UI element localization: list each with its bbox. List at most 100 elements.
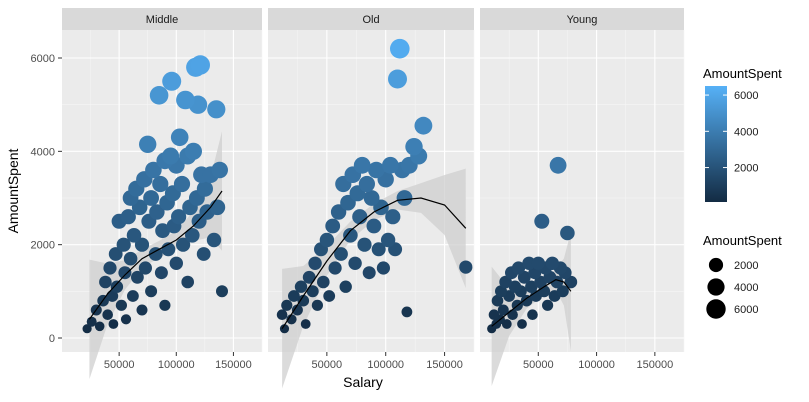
data-point: [184, 142, 202, 160]
data-point: [357, 237, 372, 252]
data-point: [366, 218, 382, 234]
y-tick-label: 4000: [31, 146, 55, 158]
y-tick-label: 6000: [31, 53, 55, 65]
x-tick-label: 150000: [215, 359, 252, 371]
data-point: [118, 266, 132, 280]
data-point: [382, 156, 399, 174]
data-point: [491, 294, 504, 307]
points-middle: [82, 55, 228, 334]
data-point: [300, 319, 311, 329]
points-old: [276, 38, 473, 334]
data-point: [86, 316, 97, 327]
x-tick-label: 150000: [426, 359, 463, 371]
data-point: [106, 290, 119, 302]
data-point: [162, 71, 182, 91]
data-point: [108, 247, 123, 261]
data-point: [495, 285, 507, 298]
data-point: [362, 266, 376, 280]
x-tick-label: 50000: [312, 359, 343, 371]
data-point: [405, 138, 423, 156]
data-point: [281, 299, 293, 311]
x-axis-title: Salary: [343, 374, 383, 390]
data-point: [116, 237, 131, 252]
data-point: [206, 232, 222, 248]
data-point: [371, 242, 386, 257]
data-point: [297, 294, 310, 307]
data-point: [120, 209, 136, 225]
data-point: [317, 275, 330, 289]
data-point: [154, 266, 168, 280]
data-point: [319, 232, 335, 248]
data-point: [499, 275, 512, 289]
data-point: [308, 256, 322, 270]
data-point: [534, 213, 550, 229]
size-legend-label: 4000: [734, 282, 758, 294]
color-legend: AmountSpent 2000 4000 6000: [703, 66, 782, 202]
y-axis-title: AmountSpent: [5, 148, 21, 233]
data-point: [527, 309, 538, 321]
facet-panel-young: Young: [480, 8, 685, 387]
data-point: [181, 275, 194, 289]
data-point: [376, 261, 390, 275]
data-point: [123, 251, 138, 266]
data-point: [136, 304, 148, 316]
data-point: [162, 147, 180, 165]
data-point: [531, 256, 545, 270]
data-point: [209, 199, 226, 216]
size-legend-key: [706, 299, 726, 319]
data-point: [169, 256, 183, 270]
size-legend-keys: 2000 4000 6000: [706, 257, 758, 319]
data-point: [564, 275, 578, 289]
data-point: [134, 237, 150, 252]
data-point: [522, 256, 536, 270]
data-point: [126, 228, 142, 243]
data-point: [323, 290, 336, 302]
x-tick-label: 100000: [367, 359, 404, 371]
facet-strip-young: [480, 8, 684, 30]
data-point: [110, 280, 124, 293]
size-legend-title: AmountSpent: [703, 233, 782, 248]
data-point: [99, 275, 112, 289]
data-point: [459, 260, 473, 274]
data-point: [353, 156, 371, 174]
data-point: [549, 156, 567, 174]
data-point: [103, 261, 117, 275]
smooth-line-middle: [88, 190, 223, 320]
data-point: [190, 55, 210, 75]
facet-panel-middle: Middle: [62, 8, 263, 380]
data-point: [388, 69, 407, 89]
data-point: [517, 319, 527, 329]
size-legend-key: [707, 278, 725, 296]
data-point: [343, 228, 358, 243]
data-point: [385, 209, 401, 225]
size-legend-label: 6000: [734, 304, 758, 316]
x-tick-label: 50000: [523, 359, 554, 371]
data-point: [176, 237, 191, 252]
data-point: [216, 285, 228, 298]
data-point: [145, 285, 158, 298]
data-point: [294, 280, 308, 293]
data-point: [380, 232, 396, 248]
data-point: [276, 309, 288, 321]
data-point: [545, 256, 559, 270]
data-point: [368, 161, 385, 179]
x-tick-label: 100000: [158, 359, 195, 371]
data-point: [145, 161, 162, 179]
data-point: [279, 324, 290, 334]
facet-strip-label-old: Old: [362, 14, 379, 26]
data-point: [497, 304, 509, 316]
y-tick-label: 2000: [31, 240, 55, 252]
data-point: [159, 299, 171, 311]
data-point: [328, 261, 342, 275]
data-point: [102, 309, 113, 321]
color-legend-title: AmountSpent: [703, 66, 782, 81]
data-point: [352, 209, 368, 225]
data-point: [542, 299, 554, 311]
color-legend-bar: [705, 86, 727, 202]
data-point: [196, 247, 211, 261]
data-point: [155, 223, 171, 239]
data-point: [152, 175, 169, 193]
data-point: [207, 100, 226, 119]
data-point: [170, 128, 189, 147]
data-point: [120, 314, 132, 325]
